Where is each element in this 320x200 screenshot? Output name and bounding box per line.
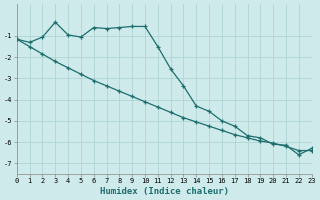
X-axis label: Humidex (Indice chaleur): Humidex (Indice chaleur) [100,187,229,196]
